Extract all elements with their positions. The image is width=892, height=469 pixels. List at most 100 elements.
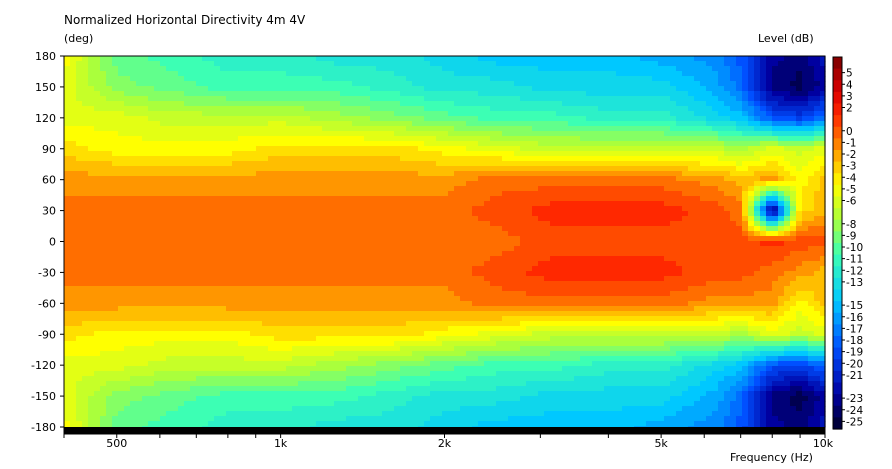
heatmap-cell [274, 176, 281, 182]
heatmap-cell [442, 71, 449, 77]
heatmap-cell [286, 316, 293, 322]
heatmap-cell [460, 171, 467, 177]
heatmap-cell [418, 316, 425, 322]
heatmap-cell [256, 61, 263, 67]
heatmap-cell [262, 331, 269, 337]
heatmap-cell [214, 71, 221, 77]
heatmap-cell [298, 116, 305, 122]
heatmap-cell [172, 301, 179, 307]
heatmap-cell [400, 101, 407, 107]
heatmap-cell [202, 171, 209, 177]
heatmap-cell [256, 346, 263, 352]
heatmap-cell [382, 281, 389, 287]
heatmap-cell [328, 421, 335, 427]
heatmap-cell [94, 316, 101, 322]
heatmap-cell [106, 121, 113, 127]
heatmap-cell [94, 156, 101, 162]
heatmap-cell [94, 221, 101, 227]
heatmap-cell [256, 86, 263, 92]
heatmap-cell [406, 396, 413, 402]
heatmap-cell [376, 381, 383, 387]
heatmap-cell [400, 231, 407, 237]
heatmap-cell [430, 131, 437, 137]
heatmap-cell [208, 216, 215, 222]
heatmap-cell [448, 261, 455, 267]
heatmap-cell [232, 421, 239, 427]
heatmap-cell [286, 376, 293, 382]
heatmap-cell [340, 306, 347, 312]
heatmap-cell [178, 361, 185, 367]
heatmap-cell [250, 421, 257, 427]
heatmap-cell [232, 386, 239, 392]
heatmap-cell [388, 356, 395, 362]
heatmap-cell [70, 136, 77, 142]
heatmap-cell [382, 411, 389, 417]
heatmap-cell [256, 261, 263, 267]
heatmap-cell [430, 276, 437, 282]
heatmap-cell [382, 346, 389, 352]
heatmap-cell [118, 81, 125, 87]
heatmap-cell [244, 291, 251, 297]
heatmap-cell [220, 206, 227, 212]
heatmap-cell [148, 101, 155, 107]
heatmap-cell [172, 261, 179, 267]
heatmap-cell [346, 406, 353, 412]
heatmap-cell [340, 276, 347, 282]
heatmap-cell [412, 426, 419, 428]
heatmap-cell [238, 131, 245, 137]
heatmap-cell [94, 371, 101, 377]
heatmap-cell [238, 416, 245, 422]
heatmap-cell [76, 161, 83, 167]
heatmap-cell [364, 251, 371, 257]
heatmap-cell [244, 351, 251, 357]
heatmap-cell [166, 281, 173, 287]
heatmap-cell [352, 396, 359, 402]
heatmap-cell [418, 151, 425, 157]
heatmap-cell [178, 226, 185, 232]
heatmap-cell [274, 66, 281, 72]
heatmap-cell [262, 71, 269, 77]
heatmap-cell [316, 236, 323, 242]
heatmap-cell [154, 341, 161, 347]
heatmap-cell [292, 391, 299, 397]
heatmap-cell [406, 206, 413, 212]
heatmap-cell [118, 121, 125, 127]
heatmap-cell [178, 356, 185, 362]
heatmap-cell [400, 406, 407, 412]
heatmap-cell [280, 221, 287, 227]
heatmap-cell [358, 221, 365, 227]
heatmap-cell [208, 201, 215, 207]
heatmap-cell [220, 301, 227, 307]
heatmap-cell [352, 371, 359, 377]
heatmap-cell [334, 416, 341, 422]
heatmap-cell [172, 276, 179, 282]
heatmap-cell [70, 356, 77, 362]
heatmap-cell [76, 171, 83, 177]
heatmap-cell [436, 96, 443, 102]
heatmap-cell [292, 106, 299, 112]
heatmap-cell [220, 146, 227, 152]
heatmap-cell [280, 261, 287, 267]
heatmap-cell [82, 206, 89, 212]
heatmap-cell [346, 96, 353, 102]
heatmap-cell [316, 256, 323, 262]
heatmap-cell [202, 231, 209, 237]
heatmap-cell [178, 421, 185, 427]
heatmap-cell [118, 301, 125, 307]
heatmap-cell [226, 326, 233, 332]
heatmap-cell [130, 421, 137, 427]
heatmap-cell [364, 291, 371, 297]
heatmap-cell [244, 86, 251, 92]
heatmap-cell [394, 101, 401, 107]
heatmap-cell [298, 141, 305, 147]
heatmap-cell [460, 156, 467, 162]
heatmap-cell [280, 331, 287, 337]
heatmap-cell [190, 306, 197, 312]
heatmap-cell [130, 111, 137, 117]
heatmap-cell [196, 121, 203, 127]
heatmap-cell [334, 86, 341, 92]
heatmap-cell [460, 71, 467, 77]
heatmap-cell [82, 251, 89, 257]
heatmap-cell [94, 301, 101, 307]
heatmap-cell [364, 376, 371, 382]
